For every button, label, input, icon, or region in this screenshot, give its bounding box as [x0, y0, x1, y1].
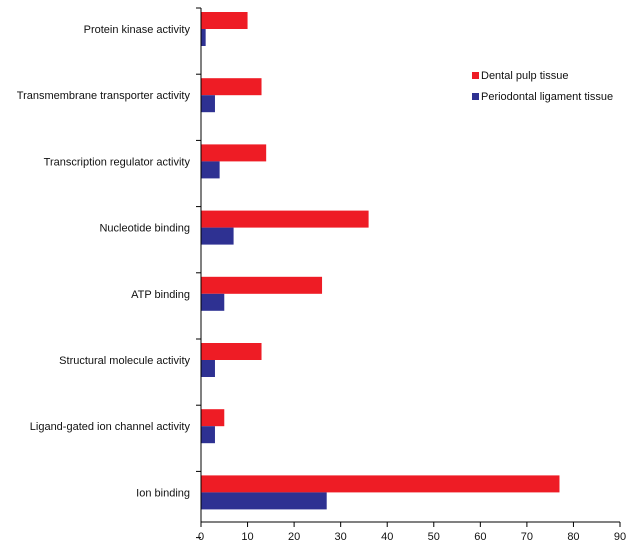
- bar-periodontal-ligament: [201, 293, 225, 311]
- bar-periodontal-ligament: [201, 161, 220, 179]
- x-tick-label: 90: [614, 531, 626, 543]
- x-tick-label: 40: [381, 531, 393, 543]
- bar-periodontal-ligament: [201, 95, 215, 113]
- bar-periodontal-ligament: [201, 492, 327, 510]
- bar-dental-pulp: [201, 343, 262, 360]
- category-label: Ligand-gated ion channel activity: [30, 421, 191, 433]
- x-tick-label: 70: [521, 531, 533, 543]
- category-label: Ion binding: [136, 487, 190, 499]
- x-tick-label: 80: [567, 531, 579, 543]
- bar-periodontal-ligament: [201, 360, 215, 377]
- x-tick-label: 60: [474, 531, 486, 543]
- bar-dental-pulp: [201, 276, 323, 294]
- category-label: Nucleotide binding: [99, 223, 190, 235]
- bar-dental-pulp: [201, 475, 560, 493]
- bar-periodontal-ligament: [201, 426, 215, 444]
- category-label: Protein kinase activity: [84, 24, 191, 36]
- x-tick-label: 0: [198, 531, 204, 543]
- axes-layer: 0 10 20 30 40 50 60 70 80 90: [196, 7, 626, 543]
- x-tick-label: 10: [241, 531, 253, 543]
- category-label: ATP binding: [131, 289, 190, 301]
- legend-swatch-periodontal-ligament: [472, 93, 479, 100]
- bar-periodontal-ligament: [201, 227, 234, 245]
- category-label: Structural molecule activity: [59, 355, 190, 367]
- bars-layer: [201, 12, 560, 510]
- category-label: Transmembrane transporter activity: [17, 90, 191, 102]
- legend-label-periodontal-ligament: Periodontal ligament tissue: [481, 91, 613, 103]
- x-tick-label: 30: [335, 531, 347, 543]
- bar-dental-pulp: [201, 409, 225, 427]
- legend-label-dental-pulp: Dental pulp tissue: [481, 70, 568, 82]
- legend-swatch-dental-pulp: [472, 72, 479, 79]
- x-tick-label: 50: [428, 531, 440, 543]
- bar-dental-pulp: [201, 12, 248, 29]
- bar-periodontal-ligament: [201, 29, 206, 46]
- x-tick-label: 20: [288, 531, 300, 543]
- category-label: Transcription regulator activity: [44, 156, 191, 168]
- category-labels: Protein kinase activity Transmembrane tra…: [17, 24, 191, 499]
- bar-dental-pulp: [201, 144, 267, 162]
- bar-dental-pulp: [201, 78, 262, 96]
- bar-dental-pulp: [201, 210, 369, 228]
- legend: Dental pulp tissue Periodontal ligament t…: [472, 70, 613, 103]
